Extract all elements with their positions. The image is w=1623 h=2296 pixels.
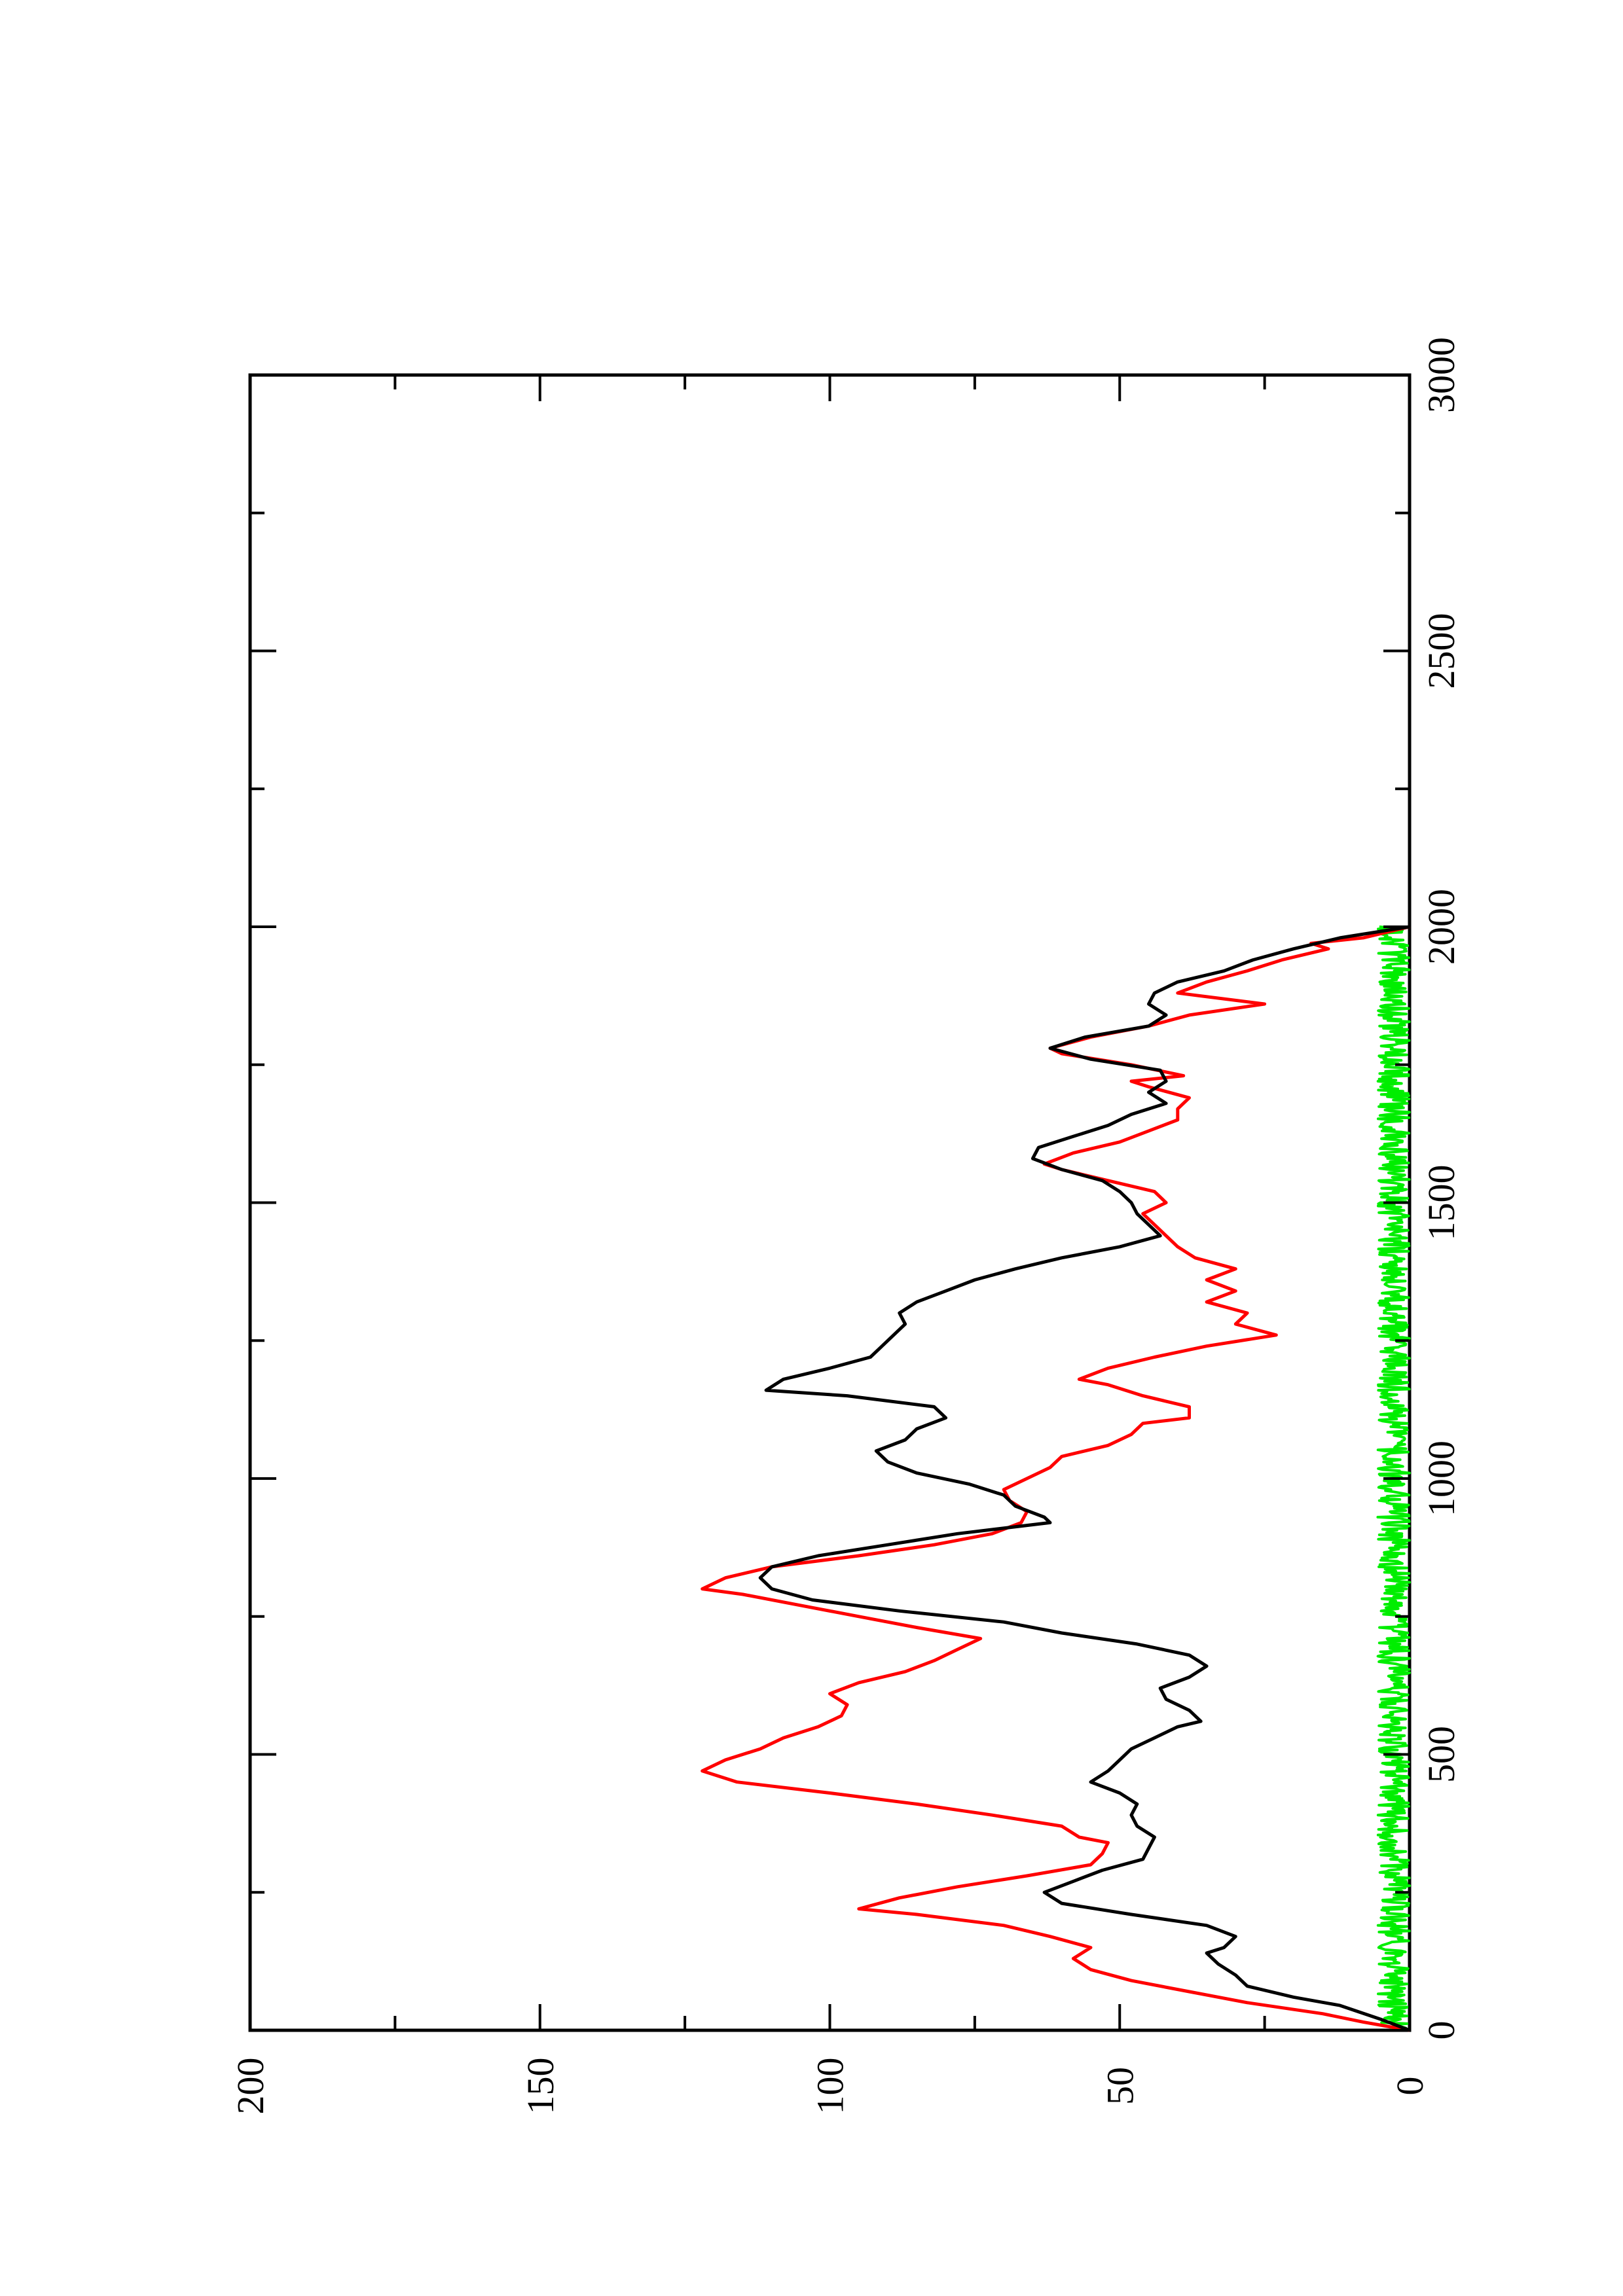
x-tick-label: 3000 <box>1420 337 1463 413</box>
x-tick-label: 1000 <box>1420 1441 1463 1516</box>
y-tick-label: 100 <box>809 2058 852 2115</box>
ticks-layer: 0 500 1000 1500 2000 2500 3000 0 50 100 150 200 <box>229 337 1463 2115</box>
y-tick-label: 200 <box>229 2058 272 2115</box>
y-tick-label: 50 <box>1099 2067 1141 2105</box>
x-tick-label: 2500 <box>1420 613 1463 689</box>
x-tick-label: 2000 <box>1420 889 1463 965</box>
y-tick-label: 150 <box>519 2058 562 2115</box>
x-tick-label: 0 <box>1420 2021 1463 2040</box>
x-tick-label: 1500 <box>1420 1165 1463 1241</box>
plot-frame <box>248 373 1412 2032</box>
series-layer <box>701 925 1411 2032</box>
series-line-0 <box>758 925 1410 2032</box>
series-line-1 <box>701 925 1410 2032</box>
y-tick-label: 0 <box>1389 2077 1431 2096</box>
x-tick-label: 500 <box>1420 1726 1463 1783</box>
